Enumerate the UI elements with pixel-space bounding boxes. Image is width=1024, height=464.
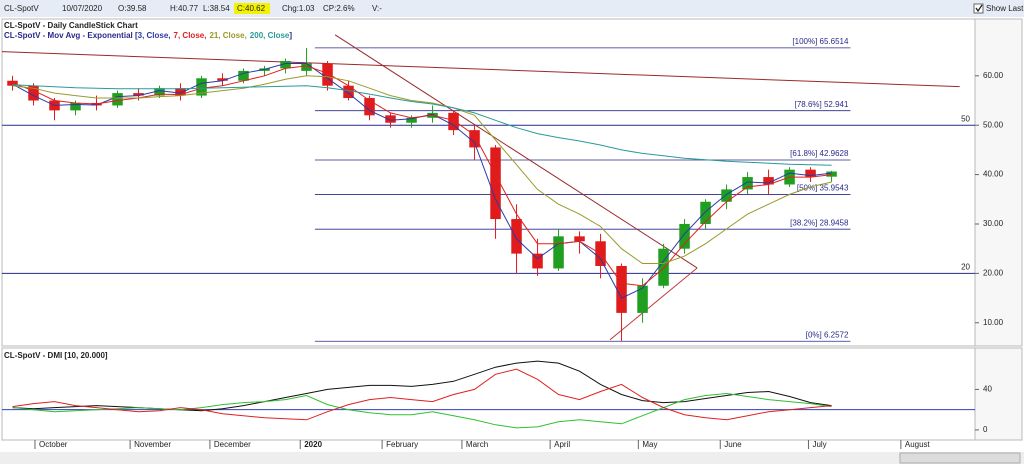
date: 10/07/2020 xyxy=(62,4,103,13)
candle-body xyxy=(238,70,249,81)
candle-body xyxy=(70,102,81,111)
price-axis xyxy=(974,18,1023,347)
candle-body xyxy=(154,88,165,96)
y-tick-label: 0 xyxy=(983,425,988,434)
candle-body xyxy=(721,189,732,202)
moving-average xyxy=(12,75,832,264)
candle-body xyxy=(679,223,690,249)
x-tick-label: June xyxy=(724,440,742,449)
candle-body xyxy=(364,98,375,116)
scrollbar[interactable] xyxy=(0,452,1024,464)
dmi-title: CL-SpotV - DMI [10, 20.000] xyxy=(4,351,108,360)
candle-body xyxy=(658,248,669,286)
candle-body xyxy=(112,93,123,106)
candle-body xyxy=(805,169,816,178)
high: H:40.77 xyxy=(170,4,199,13)
candle-body xyxy=(280,60,291,69)
x-tick-label: December xyxy=(214,440,251,449)
candle-body xyxy=(469,130,480,148)
y-tick-label: 40 xyxy=(983,385,992,394)
candle-body xyxy=(301,63,312,71)
subtitle-prefix: CL-SpotV - Mov Avg - Exponential [ xyxy=(4,31,138,40)
fib-label: [50%] 35.9543 xyxy=(797,184,849,193)
candle-body xyxy=(406,117,417,123)
y-tick-label: 30.00 xyxy=(983,219,1004,228)
legend-entry: 21, Close, xyxy=(209,31,246,40)
symbol: CL-SpotV xyxy=(4,4,39,13)
change: Chg:1.03 xyxy=(282,4,315,13)
x-tick-label: April xyxy=(554,440,570,449)
candle-body xyxy=(490,147,501,220)
candle-body xyxy=(28,85,39,101)
open: O:39.58 xyxy=(118,4,147,13)
low: L:38.54 xyxy=(203,4,230,13)
fib-label: [78.6%] 52.941 xyxy=(795,100,849,109)
x-tick-label: July xyxy=(812,440,826,449)
x-tick-label: November xyxy=(134,440,171,449)
y-tick-label: 20.00 xyxy=(983,268,1004,277)
checkmark xyxy=(975,4,983,13)
scroll-buttons[interactable] xyxy=(899,452,1021,464)
fib-label: [61.8%] 42.9628 xyxy=(790,149,849,158)
y-tick-label: 40.00 xyxy=(983,170,1004,179)
y-tick-label: 50.00 xyxy=(983,120,1004,129)
chart-title: CL-SpotV - Daily CandleStick Chart xyxy=(4,21,138,30)
candle-body xyxy=(637,285,648,313)
price-panel xyxy=(1,18,976,347)
candle-body xyxy=(742,177,753,190)
x-tick-label: 2020 xyxy=(304,440,322,449)
x-tick-label: August xyxy=(905,440,931,449)
toolbar xyxy=(0,0,1024,17)
show-last-checkbox[interactable] xyxy=(973,3,984,14)
volume: V:- xyxy=(372,4,382,13)
moving-average xyxy=(12,65,832,287)
candle-body xyxy=(553,236,564,269)
y-tick-label: 60.00 xyxy=(983,71,1004,80)
legend-entry: 200, Close xyxy=(250,31,290,40)
candle-body xyxy=(343,85,354,99)
candle-body xyxy=(196,78,207,96)
dmi-line xyxy=(12,368,832,421)
candle-body xyxy=(532,253,543,269)
candle-body xyxy=(217,78,228,81)
change-pct: CP:2.6% xyxy=(323,4,355,13)
x-tick-label: May xyxy=(642,440,657,449)
fib-label: [0%] 6.2572 xyxy=(806,330,849,339)
candle-body xyxy=(826,171,837,177)
fib-label: [100%] 65.6514 xyxy=(792,37,849,46)
x-tick-label: March xyxy=(466,440,488,449)
trend-line xyxy=(609,267,698,341)
candle-body xyxy=(511,219,522,254)
x-tick-label: October xyxy=(39,440,68,449)
trend-line xyxy=(334,34,698,269)
level-label: 20 xyxy=(961,262,970,271)
candle-body xyxy=(763,177,774,185)
candle-body xyxy=(448,112,459,131)
candle-body xyxy=(322,63,333,86)
legend-entry: 3, Close, xyxy=(138,31,171,40)
legend-entry: 7, Close, xyxy=(174,31,207,40)
dmi-axis xyxy=(974,347,1023,441)
moving-average xyxy=(12,84,832,166)
subtitle-suffix: ] xyxy=(289,31,292,40)
candle-body xyxy=(133,93,144,96)
y-tick-label: 10.00 xyxy=(983,318,1004,327)
candle-body xyxy=(574,236,585,242)
candle-body xyxy=(385,115,396,123)
dmi-panel xyxy=(1,347,976,441)
candle-body xyxy=(616,265,627,313)
trend-line xyxy=(1,51,960,88)
x-tick-label: February xyxy=(386,440,418,449)
candle-body xyxy=(175,88,186,96)
close-highlight xyxy=(234,3,270,14)
chart-subtitle: CL-SpotV - Mov Avg - Exponential [3, Clo… xyxy=(4,31,292,40)
show-last-label[interactable]: Show Last xyxy=(986,4,1024,13)
close: C:40.62 xyxy=(237,4,266,13)
level-label: 50 xyxy=(961,114,970,123)
dmi-line xyxy=(12,392,832,429)
fib-label: [38.2%] 28.9458 xyxy=(790,218,849,227)
candle-body xyxy=(700,201,711,224)
